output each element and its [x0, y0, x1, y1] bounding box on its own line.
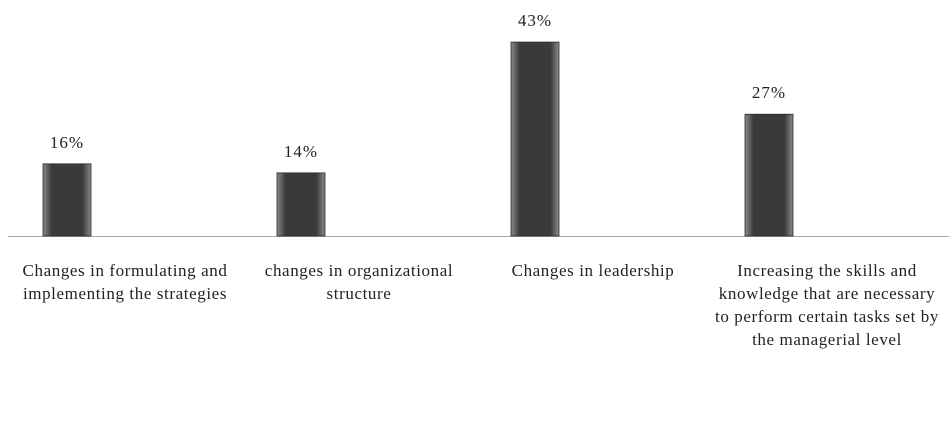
- category-label: Increasing the skills and knowledge that…: [715, 261, 939, 349]
- bar: [510, 41, 560, 237]
- bar: [42, 163, 92, 237]
- data-label: 16%: [50, 133, 84, 152]
- category-label: Changes in formulating and implementing …: [22, 261, 228, 303]
- bar: [744, 113, 794, 237]
- category-label: Changes in leadership: [511, 261, 675, 280]
- bar: [276, 172, 326, 237]
- category-label: changes in organizational structure: [264, 261, 454, 303]
- data-label: 27%: [752, 83, 786, 102]
- data-label: 43%: [518, 11, 552, 30]
- data-label: 14%: [284, 142, 318, 161]
